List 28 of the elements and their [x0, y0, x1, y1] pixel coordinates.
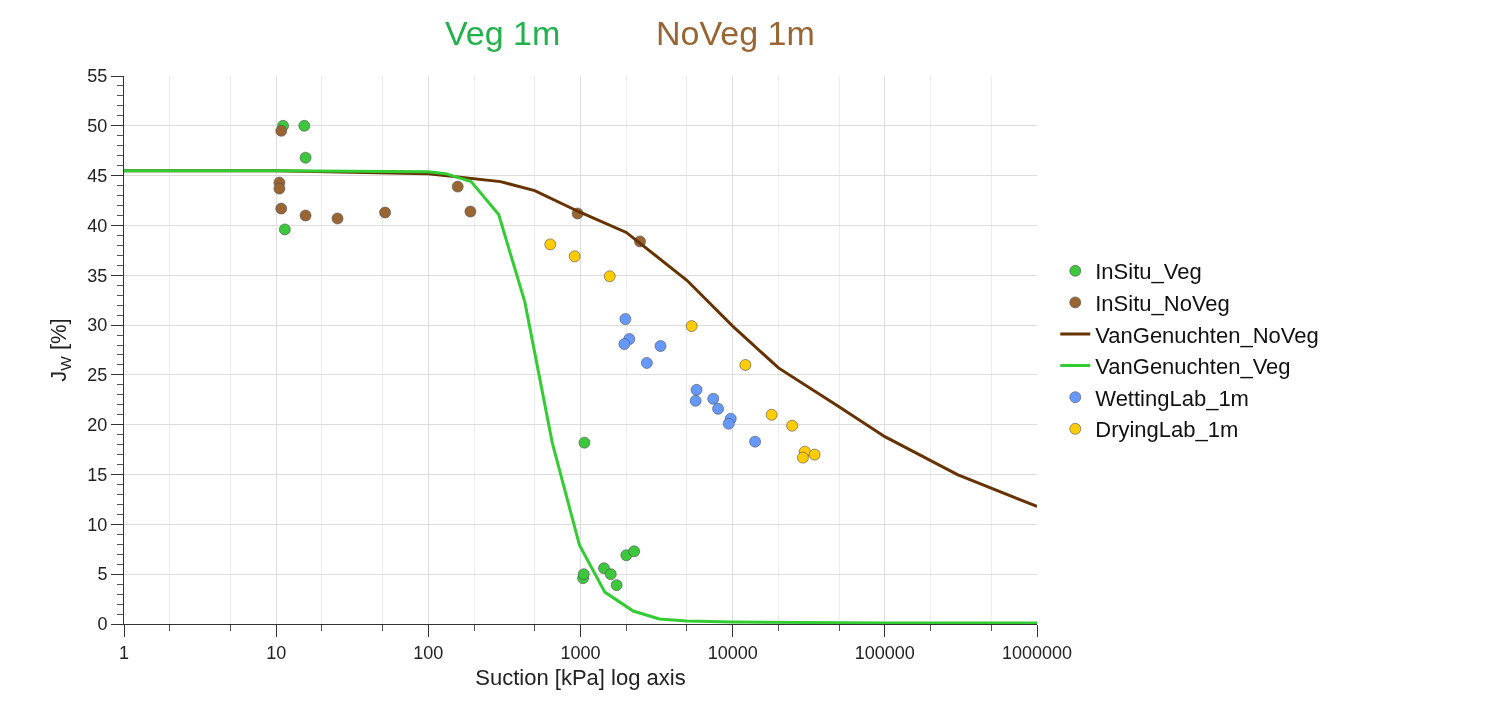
x-tick-label: 10000 [707, 642, 758, 663]
x-tick-label: 100 [413, 642, 444, 663]
x-tick-label: 1000000 [1001, 642, 1073, 663]
legend-label: WettingLab_1m [1095, 385, 1249, 411]
legend-label: VanGenuchten_Veg [1095, 354, 1291, 380]
x-tick-label: 100000 [854, 642, 915, 663]
y-tick-label: 20 [87, 415, 108, 436]
legend-label: DryingLab_1m [1095, 417, 1239, 443]
y-tick-label: 25 [87, 365, 108, 386]
y-tick-label: 50 [87, 116, 108, 137]
chart-title: Veg 1m [445, 14, 561, 52]
y-tick-label: 5 [97, 564, 108, 585]
y-tick-label: 55 [87, 66, 108, 87]
legend-label: VanGenuchten_NoVeg [1095, 322, 1319, 348]
legend-label: InSitu_NoVeg [1095, 290, 1230, 316]
x-axis-title: Suction [kPa] log axis [475, 665, 686, 691]
y-tick-label: 30 [87, 315, 108, 336]
y-tick-label: 45 [87, 165, 108, 186]
x-tick-label: 10 [266, 642, 287, 663]
y-tick-label: 35 [87, 265, 108, 286]
y-tick-label: 15 [87, 464, 108, 485]
x-tick-label: 1000 [560, 642, 601, 663]
y-tick-label: 10 [87, 514, 108, 535]
y-tick-label: 40 [87, 215, 108, 236]
x-tick-label: 1 [118, 642, 130, 663]
chart-subtitle: NoVeg 1m [656, 14, 815, 52]
legend-label: InSitu_Veg [1095, 259, 1202, 285]
y-tick-label: 0 [97, 614, 108, 635]
